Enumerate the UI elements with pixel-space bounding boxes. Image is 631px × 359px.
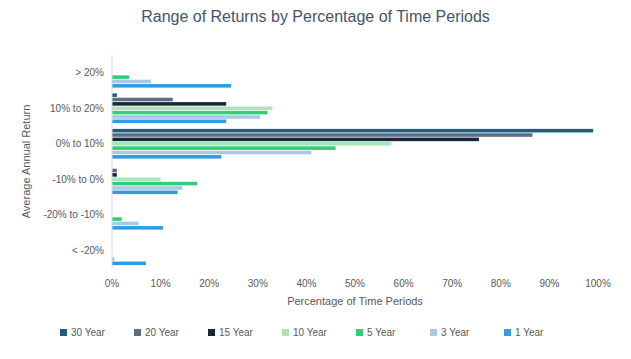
- chart: Range of Returns by Percentage of Time P…: [0, 0, 631, 359]
- bar: [112, 262, 146, 266]
- legend-swatch: [134, 329, 141, 336]
- tick-label: 20%: [199, 278, 219, 289]
- bar: [112, 191, 178, 195]
- bar: [112, 217, 122, 221]
- x-axis-title: Percentage of Time Periods: [287, 295, 423, 307]
- tick-label: 10%: [151, 278, 171, 289]
- category-label: 10% to 20%: [50, 103, 104, 114]
- category-label: > 20%: [75, 67, 104, 78]
- tick-label: 100%: [585, 278, 611, 289]
- legend-swatch: [430, 329, 437, 336]
- tick-label: 0%: [105, 278, 120, 289]
- bar: [112, 177, 161, 181]
- tick-label: 80%: [491, 278, 511, 289]
- bar: [112, 138, 479, 142]
- legend-label: 20 Year: [145, 327, 180, 338]
- tick-label: 50%: [345, 278, 365, 289]
- bar: [112, 84, 231, 88]
- y-axis-title: Average Annual Return: [20, 105, 32, 219]
- bar: [112, 151, 311, 155]
- tick-label: 30%: [248, 278, 268, 289]
- bar: [112, 182, 197, 186]
- legend-swatch: [60, 329, 67, 336]
- legend-label: 30 Year: [71, 327, 106, 338]
- tick-label: 90%: [539, 278, 559, 289]
- bar: [112, 222, 139, 226]
- bar: [112, 155, 221, 159]
- category-label: -10% to 0%: [52, 174, 104, 185]
- legend-swatch: [282, 329, 289, 336]
- bar: [112, 115, 260, 119]
- bar: [112, 111, 268, 115]
- bar: [112, 169, 117, 173]
- background: [0, 0, 631, 359]
- y-axis-line: [112, 55, 113, 268]
- bar: [112, 226, 163, 230]
- legend-label: 10 Year: [293, 327, 328, 338]
- bar: [112, 98, 173, 102]
- bar: [112, 186, 182, 190]
- category-label: < -20%: [72, 245, 104, 256]
- category-label: 0% to 10%: [56, 138, 104, 149]
- bar: [112, 120, 226, 124]
- legend-swatch: [504, 329, 511, 336]
- legend: 30 Year 20 Year 15 Year 10 Year 5 Year 3 Year…: [60, 327, 544, 338]
- tick-label: 60%: [394, 278, 414, 289]
- bar: [112, 133, 532, 137]
- bar: [112, 93, 117, 97]
- legend-swatch: [356, 329, 363, 336]
- legend-label: 3 Year: [441, 327, 470, 338]
- bar: [112, 106, 272, 110]
- bar: [112, 80, 151, 84]
- legend-label: 5 Year: [367, 327, 396, 338]
- legend-swatch: [208, 329, 215, 336]
- bar: [112, 102, 226, 106]
- bar: [112, 142, 391, 146]
- tick-label: 40%: [296, 278, 316, 289]
- title: Range of Returns by Percentage of Time P…: [141, 8, 490, 25]
- bar: [112, 129, 593, 133]
- bars: [112, 75, 593, 265]
- legend-label: 1 Year: [515, 327, 544, 338]
- bar: [112, 75, 129, 79]
- tick-label: 70%: [442, 278, 462, 289]
- bar: [112, 173, 117, 177]
- legend-label: 15 Year: [219, 327, 254, 338]
- bar: [112, 146, 336, 150]
- category-label: -20% to -10%: [43, 209, 104, 220]
